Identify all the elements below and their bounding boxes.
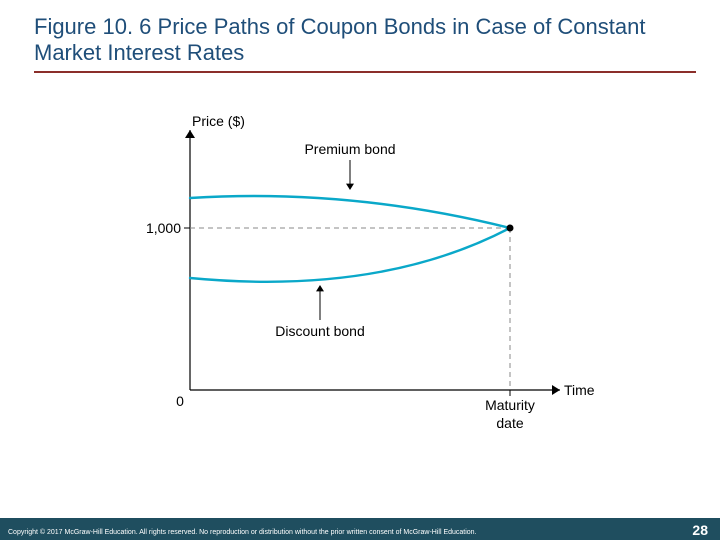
svg-text:Discount bond: Discount bond [275,323,365,339]
footer-bar: Copyright © 2017 McGraw-Hill Education. … [0,518,720,540]
svg-text:0: 0 [176,393,184,409]
slide-title: Figure 10. 6 Price Paths of Coupon Bonds… [34,14,696,67]
svg-text:1,000: 1,000 [146,220,181,236]
svg-text:Price ($): Price ($) [192,113,245,129]
svg-text:Maturity: Maturity [485,397,535,413]
svg-text:Premium bond: Premium bond [304,141,395,157]
page-number: 28 [692,522,708,538]
svg-text:Time: Time [564,382,595,398]
title-block: Figure 10. 6 Price Paths of Coupon Bonds… [34,14,696,73]
svg-text:date: date [496,415,523,431]
title-underline [34,71,696,73]
slide: Figure 10. 6 Price Paths of Coupon Bonds… [0,0,720,540]
chart-svg: 1,000 Price ($) 0 Time Maturity date Premium b… [120,110,600,440]
copyright-text: Copyright © 2017 McGraw-Hill Education. … [8,529,477,536]
price-path-chart: 1,000 Price ($) 0 Time Maturity date Premium b… [120,110,600,440]
